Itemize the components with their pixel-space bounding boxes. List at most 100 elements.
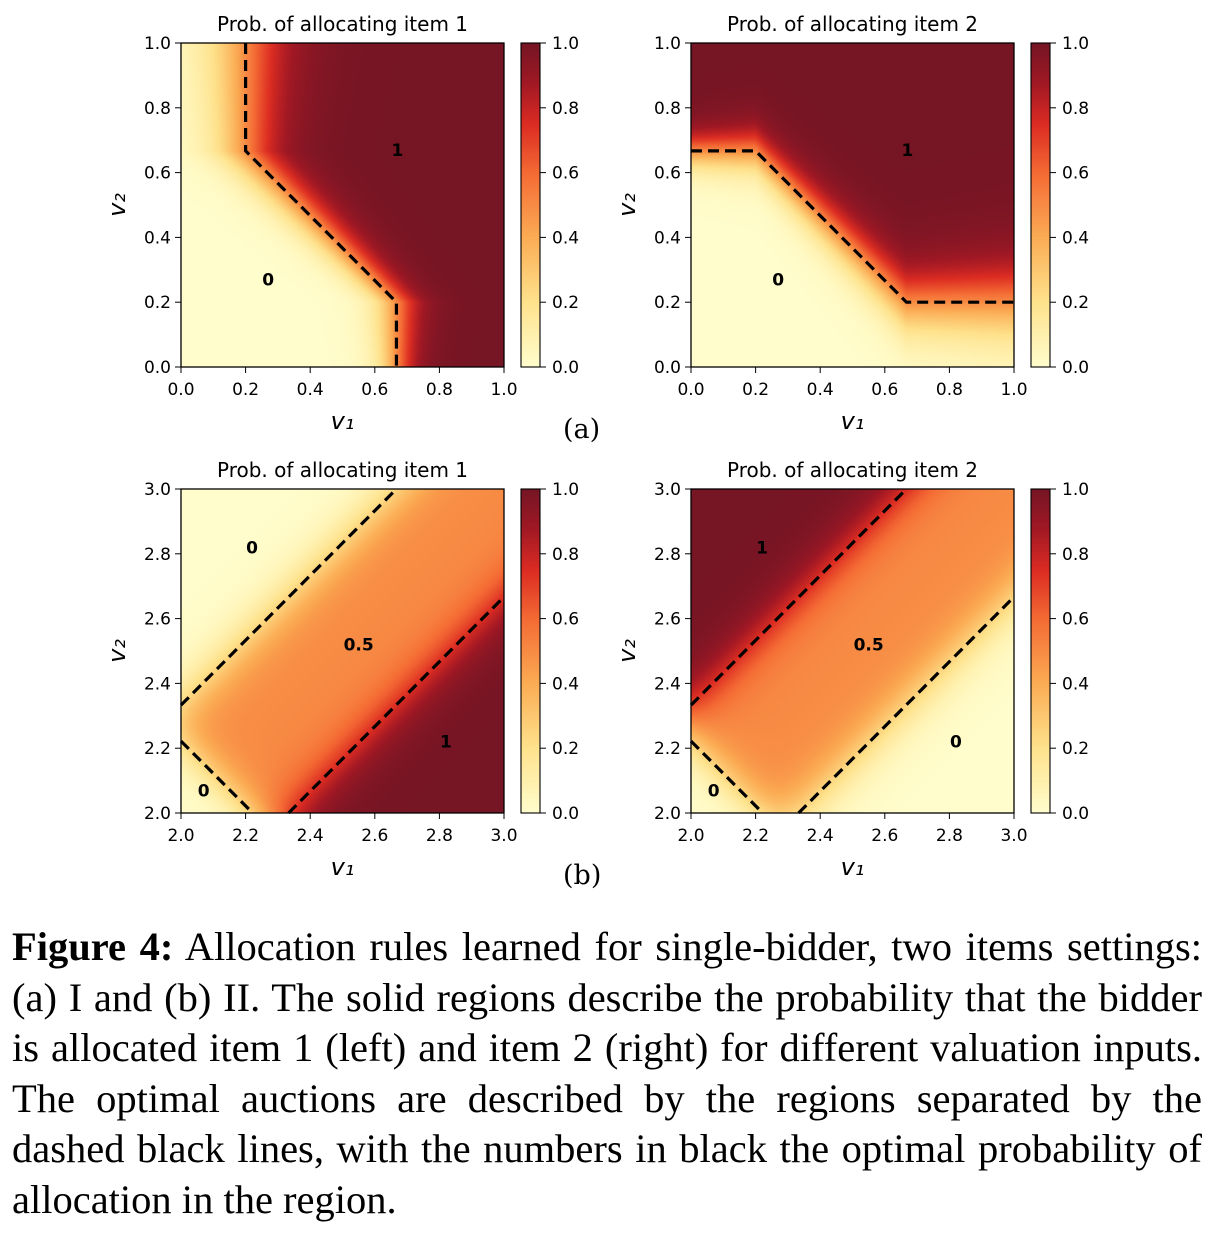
- optimal-boundary-dashed-line: [244, 43, 399, 367]
- x-tick-label: 2.0: [677, 826, 704, 846]
- colorbar-tick-label: 0.8: [1062, 545, 1089, 565]
- colorbar-tick-label: 0.4: [1062, 674, 1089, 694]
- y-tick-label: 2.2: [654, 739, 681, 759]
- heatmap-cells: [691, 43, 1014, 367]
- colorbar-tick-label: 0.0: [552, 358, 579, 378]
- colorbar-tick-label: 0.2: [1062, 739, 1089, 759]
- x-tick-label: 3.0: [1000, 826, 1027, 846]
- optimal-boundary-dashed-line: [691, 149, 1014, 304]
- x-tick-label: 2.8: [426, 826, 453, 846]
- y-tick-label: 2.0: [654, 804, 681, 824]
- colorbar-tick-label: 0.6: [1062, 610, 1089, 630]
- region-label: 0: [246, 538, 258, 558]
- region-label: 0: [772, 271, 784, 291]
- region-label: 1: [391, 141, 403, 161]
- colorbar-tick-label: 0.0: [1062, 804, 1089, 824]
- y-tick-label: 0.6: [144, 164, 171, 184]
- colorbar-tick-label: 0.4: [552, 674, 579, 694]
- chart-title: Prob. of allocating item 1: [217, 12, 468, 36]
- colorbar-tick-label: 0.8: [1062, 99, 1089, 119]
- region-label: 1: [440, 733, 452, 753]
- x-tick-label: 2.6: [871, 826, 898, 846]
- heatmap-overlay: 1 0 0.0 0.2 0.4 0.6 0.8 1.0 0.0 0.2 0.4 0.6 0.8 1.0 0.…: [103, 12, 579, 435]
- figure-caption: Figure 4: Allocation rules learned for s…: [12, 922, 1202, 1226]
- heatmap-overlay: 1 0 0.0 0.2 0.4 0.6 0.8 1.0 0.0 0.2 0.4 0.6 0.8 1.0 0.…: [613, 12, 1089, 435]
- x-tick-label: 0.8: [936, 380, 963, 400]
- colorbar-tick-label: 0.2: [552, 293, 579, 313]
- x-tick-label: 1.0: [490, 380, 517, 400]
- x-tick-label: 0.6: [361, 380, 388, 400]
- y-tick-label: 0.2: [144, 293, 171, 313]
- y-tick-label: 3.0: [144, 480, 171, 500]
- heatmap-overlay: 0 0.5 1 0 2.0 2.2 2.4 2.6 2.8 3.0 2.0 2.2 2.4 2.6 2.8 3…: [103, 458, 579, 881]
- y-tick-label: 2.0: [144, 804, 171, 824]
- colorbar-tick-label: 1.0: [1062, 480, 1089, 500]
- colorbar-frame: [1030, 42, 1051, 368]
- x-tick-label: 2.0: [167, 826, 194, 846]
- x-tick-label: 0.2: [742, 380, 769, 400]
- region-label: 0.5: [344, 636, 374, 656]
- y-tick-label: 1.0: [654, 34, 681, 54]
- y-tick-label: 0.6: [654, 164, 681, 184]
- colorbar-tick-label: 0.8: [552, 545, 579, 565]
- plot-frame: [180, 42, 505, 368]
- y-axis-label: v₂: [103, 193, 131, 217]
- subfigure-label-b: (b): [563, 860, 602, 891]
- colorbar: [521, 43, 540, 367]
- colorbar-tick-label: 0.6: [552, 164, 579, 184]
- y-tick-label: 2.8: [144, 545, 171, 565]
- x-tick-label: 2.4: [807, 826, 834, 846]
- y-tick-label: 2.6: [144, 610, 171, 630]
- y-tick-label: 0.4: [654, 228, 681, 248]
- region-label: 0: [262, 271, 274, 291]
- colorbar-tick-label: 0.6: [1062, 164, 1089, 184]
- y-tick-label: 3.0: [654, 480, 681, 500]
- x-tick-label: 0.6: [871, 380, 898, 400]
- caption-text: Allocation rules learned for single-bidd…: [12, 924, 1202, 1222]
- optimal-boundary-dashed-line: [689, 487, 908, 707]
- x-tick-label: 0.2: [232, 380, 259, 400]
- chart-title: Prob. of allocating item 2: [727, 12, 978, 36]
- x-tick-label: 2.2: [232, 826, 259, 846]
- y-tick-label: 0.8: [144, 99, 171, 119]
- x-axis-label: v₁: [331, 407, 355, 435]
- x-tick-label: 0.0: [677, 380, 704, 400]
- region-label: 1: [901, 141, 913, 161]
- colorbar-frame: [1030, 488, 1051, 814]
- x-tick-label: 2.6: [361, 826, 388, 846]
- chart-title: Prob. of allocating item 2: [727, 458, 978, 482]
- colorbar-frame: [520, 488, 541, 814]
- y-axis-label: v₂: [613, 193, 641, 217]
- heatmap-cells: [181, 43, 504, 367]
- plot-frame: [690, 488, 1015, 814]
- colorbar: [521, 489, 540, 813]
- region-label: 0: [708, 781, 720, 801]
- optimal-boundary-dashed-line: [689, 739, 764, 815]
- x-tick-label: 0.4: [297, 380, 324, 400]
- heatmap-overlay: 1 0.5 0 0 2.0 2.2 2.4 2.6 2.8 3.0 2.0 2.2 2.4 2.6 2.8 3…: [613, 458, 1089, 881]
- colorbar-tick-label: 0.4: [552, 228, 579, 248]
- y-axis-label: v₂: [613, 639, 641, 663]
- y-tick-label: 2.4: [144, 674, 171, 694]
- y-tick-label: 0.4: [144, 228, 171, 248]
- colorbar: [1031, 489, 1050, 813]
- x-tick-label: 3.0: [490, 826, 517, 846]
- x-tick-label: 0.4: [807, 380, 834, 400]
- region-label: 0: [198, 781, 210, 801]
- y-tick-label: 1.0: [144, 34, 171, 54]
- y-tick-label: 0.2: [654, 293, 681, 313]
- region-label: 0: [950, 733, 962, 753]
- region-label: 1: [756, 538, 768, 558]
- y-tick-label: 2.4: [654, 674, 681, 694]
- colorbar-tick-label: 0.4: [1062, 228, 1089, 248]
- colorbar: [1031, 43, 1050, 367]
- chart-title: Prob. of allocating item 1: [217, 458, 468, 482]
- caption-label: Figure 4:: [12, 924, 174, 969]
- colorbar-tick-label: 1.0: [552, 480, 579, 500]
- colorbar-tick-label: 0.0: [1062, 358, 1089, 378]
- y-axis-label: v₂: [103, 639, 131, 663]
- x-axis-label: v₁: [841, 407, 865, 435]
- x-axis-label: v₁: [331, 853, 355, 881]
- y-tick-label: 2.6: [654, 610, 681, 630]
- y-tick-label: 0.8: [654, 99, 681, 119]
